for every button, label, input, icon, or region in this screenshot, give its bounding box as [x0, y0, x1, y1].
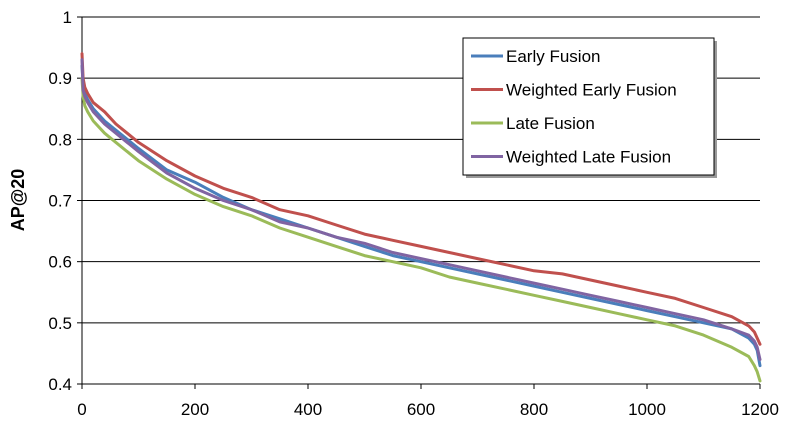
legend: Early Fusion Weighted Early Fusion Late Fu… [462, 37, 717, 178]
x-tick-label: 200 [181, 400, 209, 419]
x-tick-label: 1200 [741, 400, 779, 419]
y-tick-label: 0.5 [48, 314, 72, 333]
y-axis-ticks: 0.4 0.5 0.6 0.7 0.8 0.9 1 [48, 8, 82, 394]
legend-label: Weighted Late Fusion [506, 148, 671, 167]
series-line-weighted-late-fusion [80, 58, 762, 361]
y-tick-label: 0.9 [48, 69, 72, 88]
gridlines [82, 16, 760, 324]
y-tick-label: 0.7 [48, 192, 72, 211]
y-tick-label: 1 [63, 8, 72, 27]
legend-box [462, 37, 715, 176]
x-tick-label: 1000 [628, 400, 666, 419]
x-tick-label: 400 [294, 400, 322, 419]
series-line-weighted-early-fusion [80, 52, 762, 346]
legend-label: Early Fusion [506, 47, 600, 66]
y-axis-label: AP@20 [8, 169, 28, 232]
series-line-early-fusion [80, 64, 762, 368]
y-tick-label: 0.4 [48, 375, 72, 394]
y-tick-label: 0.8 [48, 130, 72, 149]
x-tick-label: 600 [407, 400, 435, 419]
y-tick-label: 0.6 [48, 253, 72, 272]
x-tick-label: 800 [520, 400, 548, 419]
legend-label: Late Fusion [506, 114, 595, 133]
series-line-late-fusion [80, 76, 762, 383]
legend-label: Weighted Early Fusion [506, 81, 677, 100]
x-axis-ticks: 0 200 400 600 800 1000 1200 [77, 384, 779, 419]
series-lines [80, 52, 762, 383]
x-tick-label: 0 [77, 400, 86, 419]
